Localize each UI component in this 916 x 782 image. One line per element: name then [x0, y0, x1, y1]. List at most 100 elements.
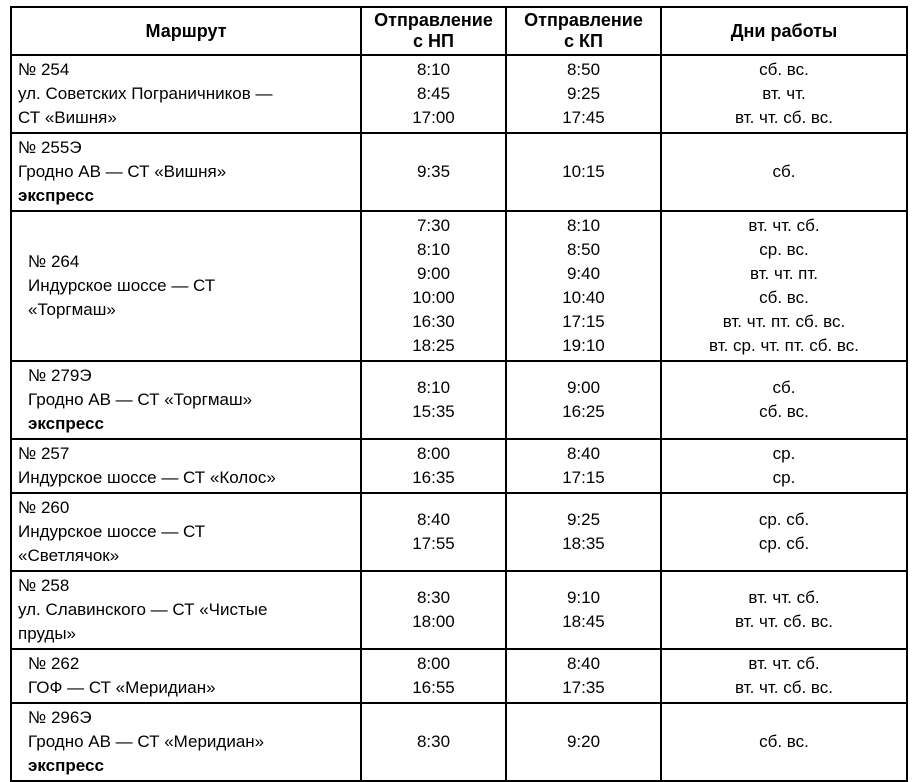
departure-np-cell: 8:00 16:55 [360, 648, 507, 704]
route-cell: № 257 Индурское шоссе — СТ «Колос» [10, 438, 362, 494]
departure-time: 8:30 [416, 588, 451, 607]
express-label: экспресс [28, 414, 104, 433]
working-days-line: ср. сб. [758, 534, 810, 553]
working-days-line: сб. [772, 162, 796, 181]
departure-time: 9:10 [566, 588, 601, 607]
table-head-row: Маршрут Отправление с НП Отправление с КП Дни… [10, 6, 908, 56]
route-line: № 254 [18, 60, 70, 79]
express-label: экспресс [28, 756, 104, 775]
route-line: № 262 [28, 654, 80, 673]
departure-np-cell: 9:35 [360, 132, 507, 212]
route-cell: № 254 ул. Советских Пограничников — СТ «Ви… [10, 54, 362, 134]
departure-kp-cell: 9:20 [505, 702, 662, 782]
departure-time: 7:30 [416, 216, 451, 235]
table-row: № 279Э Гродно АВ — СТ «Торгмаш» экспресс 8:… [10, 360, 908, 440]
departure-time: 8:00 [416, 654, 451, 673]
departure-np-cell: 8:00 16:35 [360, 438, 507, 494]
departure-time: 8:30 [416, 732, 451, 751]
column-header: Отправление с КП [505, 6, 662, 56]
working-days-line: вт. чт. сб. [748, 654, 820, 673]
departure-kp-cell: 10:15 [505, 132, 662, 212]
departure-time: 8:40 [566, 444, 601, 463]
working-days-cell: ср. сб. ср. сб. [660, 492, 908, 572]
route-cell: № 255Э Гродно АВ — СТ «Вишня» экспресс [10, 132, 362, 212]
column-header-line: Дни работы [730, 20, 838, 41]
departure-np-cell: 8:10 15:35 [360, 360, 507, 440]
departure-time: 8:50 [566, 60, 601, 79]
departure-time: 18:35 [562, 534, 605, 553]
route-line: ул. Славинского — СТ «Чистые [18, 600, 268, 619]
route-line: Гродно АВ — СТ «Меридиан» [28, 732, 265, 751]
route-line: пруды» [18, 624, 76, 643]
route-line: Индурское шоссе — СТ «Колос» [18, 468, 276, 487]
working-days-cell: сб. вс. [660, 702, 908, 782]
column-header-line: Отправление [374, 10, 493, 30]
working-days-line: ср. сб. [758, 510, 810, 529]
route-cell: № 258 ул. Славинского — СТ «Чистые пруды» [10, 570, 362, 650]
departure-time: 8:50 [566, 240, 601, 259]
route-line: № 279Э [28, 366, 92, 385]
route-line: № 296Э [28, 708, 92, 727]
departure-time: 16:55 [412, 678, 455, 697]
departure-np-cell: 7:30 8:10 9:00 10:00 16:30 18:25 [360, 210, 507, 362]
working-days-line: вт. чт. сб. вс. [735, 678, 833, 697]
route-line: № 257 [18, 444, 70, 463]
working-days-line: вт. чт. [762, 84, 806, 103]
departure-time: 17:55 [412, 534, 455, 553]
departure-time: 18:00 [412, 612, 455, 631]
departure-time: 16:30 [412, 312, 455, 331]
departure-kp-cell: 9:00 16:25 [505, 360, 662, 440]
working-days-line: сб. [772, 378, 796, 397]
departure-np-cell: 8:10 8:45 17:00 [360, 54, 507, 134]
working-days-line: вт. чт. сб. [748, 588, 820, 607]
route-line: ул. Советских Пограничников — [18, 84, 273, 103]
route-cell: № 260 Индурское шоссе — СТ «Светлячок» [10, 492, 362, 572]
bus-schedule-table: Маршрут Отправление с НП Отправление с КП Дни… [10, 6, 908, 782]
route-line: СТ «Вишня» [18, 108, 117, 127]
working-days-cell: сб. сб. вс. [660, 360, 908, 440]
departure-kp-cell: 8:40 17:15 [505, 438, 662, 494]
route-line: Индурское шоссе — СТ [18, 522, 206, 541]
departure-kp-cell: 9:10 18:45 [505, 570, 662, 650]
working-days-line: вт. чт. сб. [748, 216, 820, 235]
route-line: № 260 [18, 498, 70, 517]
departure-time: 17:45 [562, 108, 605, 127]
departure-kp-cell: 9:25 18:35 [505, 492, 662, 572]
column-header-line: Отправление [524, 10, 643, 30]
departure-time: 17:15 [562, 468, 605, 487]
column-header-line: с НП [413, 31, 454, 51]
table-row: № 258 ул. Славинского — СТ «Чистые пруды» 8… [10, 570, 908, 650]
column-header: Отправление с НП [360, 6, 507, 56]
route-cell: № 279Э Гродно АВ — СТ «Торгмаш» экспресс [10, 360, 362, 440]
departure-time: 16:35 [412, 468, 455, 487]
working-days-line: сб. вс. [759, 402, 809, 421]
route-line: Индурское шоссе — СТ [28, 276, 216, 295]
working-days-cell: вт. чт. сб. вт. чт. сб. вс. [660, 648, 908, 704]
working-days-cell: вт. чт. сб. ср. вс. вт. чт. пт. сб. вс. вт. … [660, 210, 908, 362]
departure-time: 9:25 [566, 510, 601, 529]
route-cell: № 296Э Гродно АВ — СТ «Меридиан» экспресс [10, 702, 362, 782]
working-days-line: сб. вс. [759, 732, 809, 751]
route-line: ГОФ — СТ «Меридиан» [28, 678, 216, 697]
departure-time: 19:10 [562, 336, 605, 355]
departure-time: 8:10 [566, 216, 601, 235]
table-row: № 262 ГОФ — СТ «Меридиан» 8:00 16:55 8:40 17:… [10, 648, 908, 704]
table-row: № 296Э Гродно АВ — СТ «Меридиан» экспресс 8… [10, 702, 908, 782]
departure-time: 9:00 [566, 378, 601, 397]
column-header: Дни работы [660, 6, 908, 56]
working-days-line: вт. чт. сб. вс. [735, 108, 833, 127]
departure-time: 9:35 [416, 162, 451, 181]
route-line: № 258 [18, 576, 70, 595]
working-days-line: вт. чт. пт. [749, 264, 819, 283]
departure-np-cell: 8:30 18:00 [360, 570, 507, 650]
table-row: № 257 Индурское шоссе — СТ «Колос» 8:00 16:… [10, 438, 908, 494]
departure-time: 8:10 [416, 60, 451, 79]
route-line: «Торгмаш» [28, 300, 116, 319]
departure-time: 10:15 [562, 162, 605, 181]
route-line: № 264 [28, 252, 80, 271]
departure-time: 8:40 [566, 654, 601, 673]
departure-time: 17:00 [412, 108, 455, 127]
departure-np-cell: 8:30 [360, 702, 507, 782]
working-days-line: сб. вс. [759, 60, 809, 79]
route-line: Гродно АВ — СТ «Вишня» [18, 162, 227, 181]
